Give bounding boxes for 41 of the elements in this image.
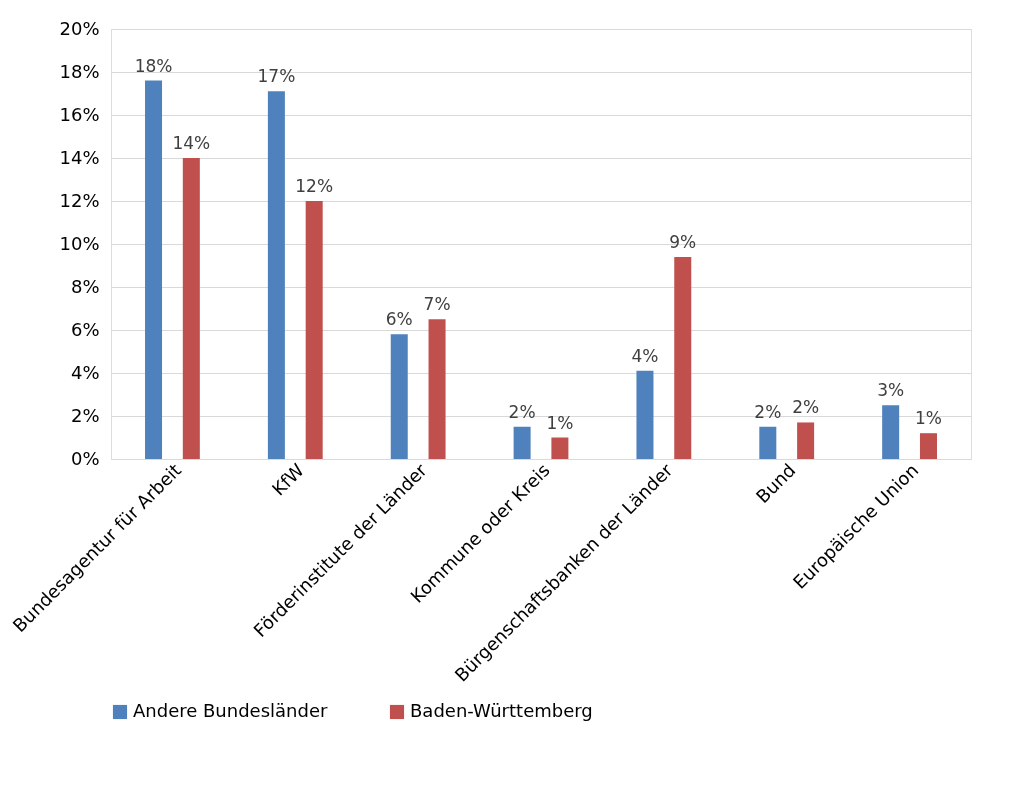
data-label: 9% <box>669 231 697 252</box>
data-label: 2% <box>792 397 820 418</box>
y-tick-label: 16% <box>59 103 100 125</box>
data-label: 2% <box>754 401 782 422</box>
bar <box>267 91 285 459</box>
bar <box>674 256 692 459</box>
data-label: 2% <box>508 401 536 422</box>
data-label: 7% <box>423 294 451 315</box>
data-label: 1% <box>546 412 574 433</box>
y-tick-label: 12% <box>59 189 100 211</box>
y-tick-label: 14% <box>59 146 100 168</box>
legend-label: Baden-Württemberg <box>410 700 593 721</box>
bar <box>182 158 200 459</box>
data-label: 14% <box>172 133 211 153</box>
data-label: 6% <box>385 309 413 330</box>
bar <box>797 422 815 459</box>
y-tick-label: 18% <box>59 60 100 82</box>
y-tick-label: 10% <box>59 232 100 254</box>
y-tick-label: 2% <box>70 404 100 426</box>
bar <box>882 405 900 459</box>
data-label: 12% <box>295 176 334 196</box>
bar <box>513 426 531 459</box>
bar <box>390 334 408 459</box>
data-label: 18% <box>134 55 173 76</box>
legend-label: Andere Bundesländer <box>133 700 328 721</box>
data-label: 17% <box>257 66 296 87</box>
y-tick-label: 0% <box>70 447 100 469</box>
bar <box>759 426 777 459</box>
data-label: 1% <box>914 408 942 429</box>
data-label: 4% <box>631 345 659 366</box>
y-tick-label: 8% <box>70 275 100 297</box>
bar <box>428 319 446 459</box>
y-tick-label: 20% <box>59 17 100 39</box>
y-tick-label: 4% <box>70 361 100 383</box>
y-tick-label: 6% <box>70 318 100 340</box>
data-label: 3% <box>877 380 905 401</box>
bar <box>919 433 937 459</box>
bar <box>305 201 323 459</box>
bar <box>145 80 163 459</box>
bar <box>551 437 569 459</box>
bar <box>636 370 654 459</box>
